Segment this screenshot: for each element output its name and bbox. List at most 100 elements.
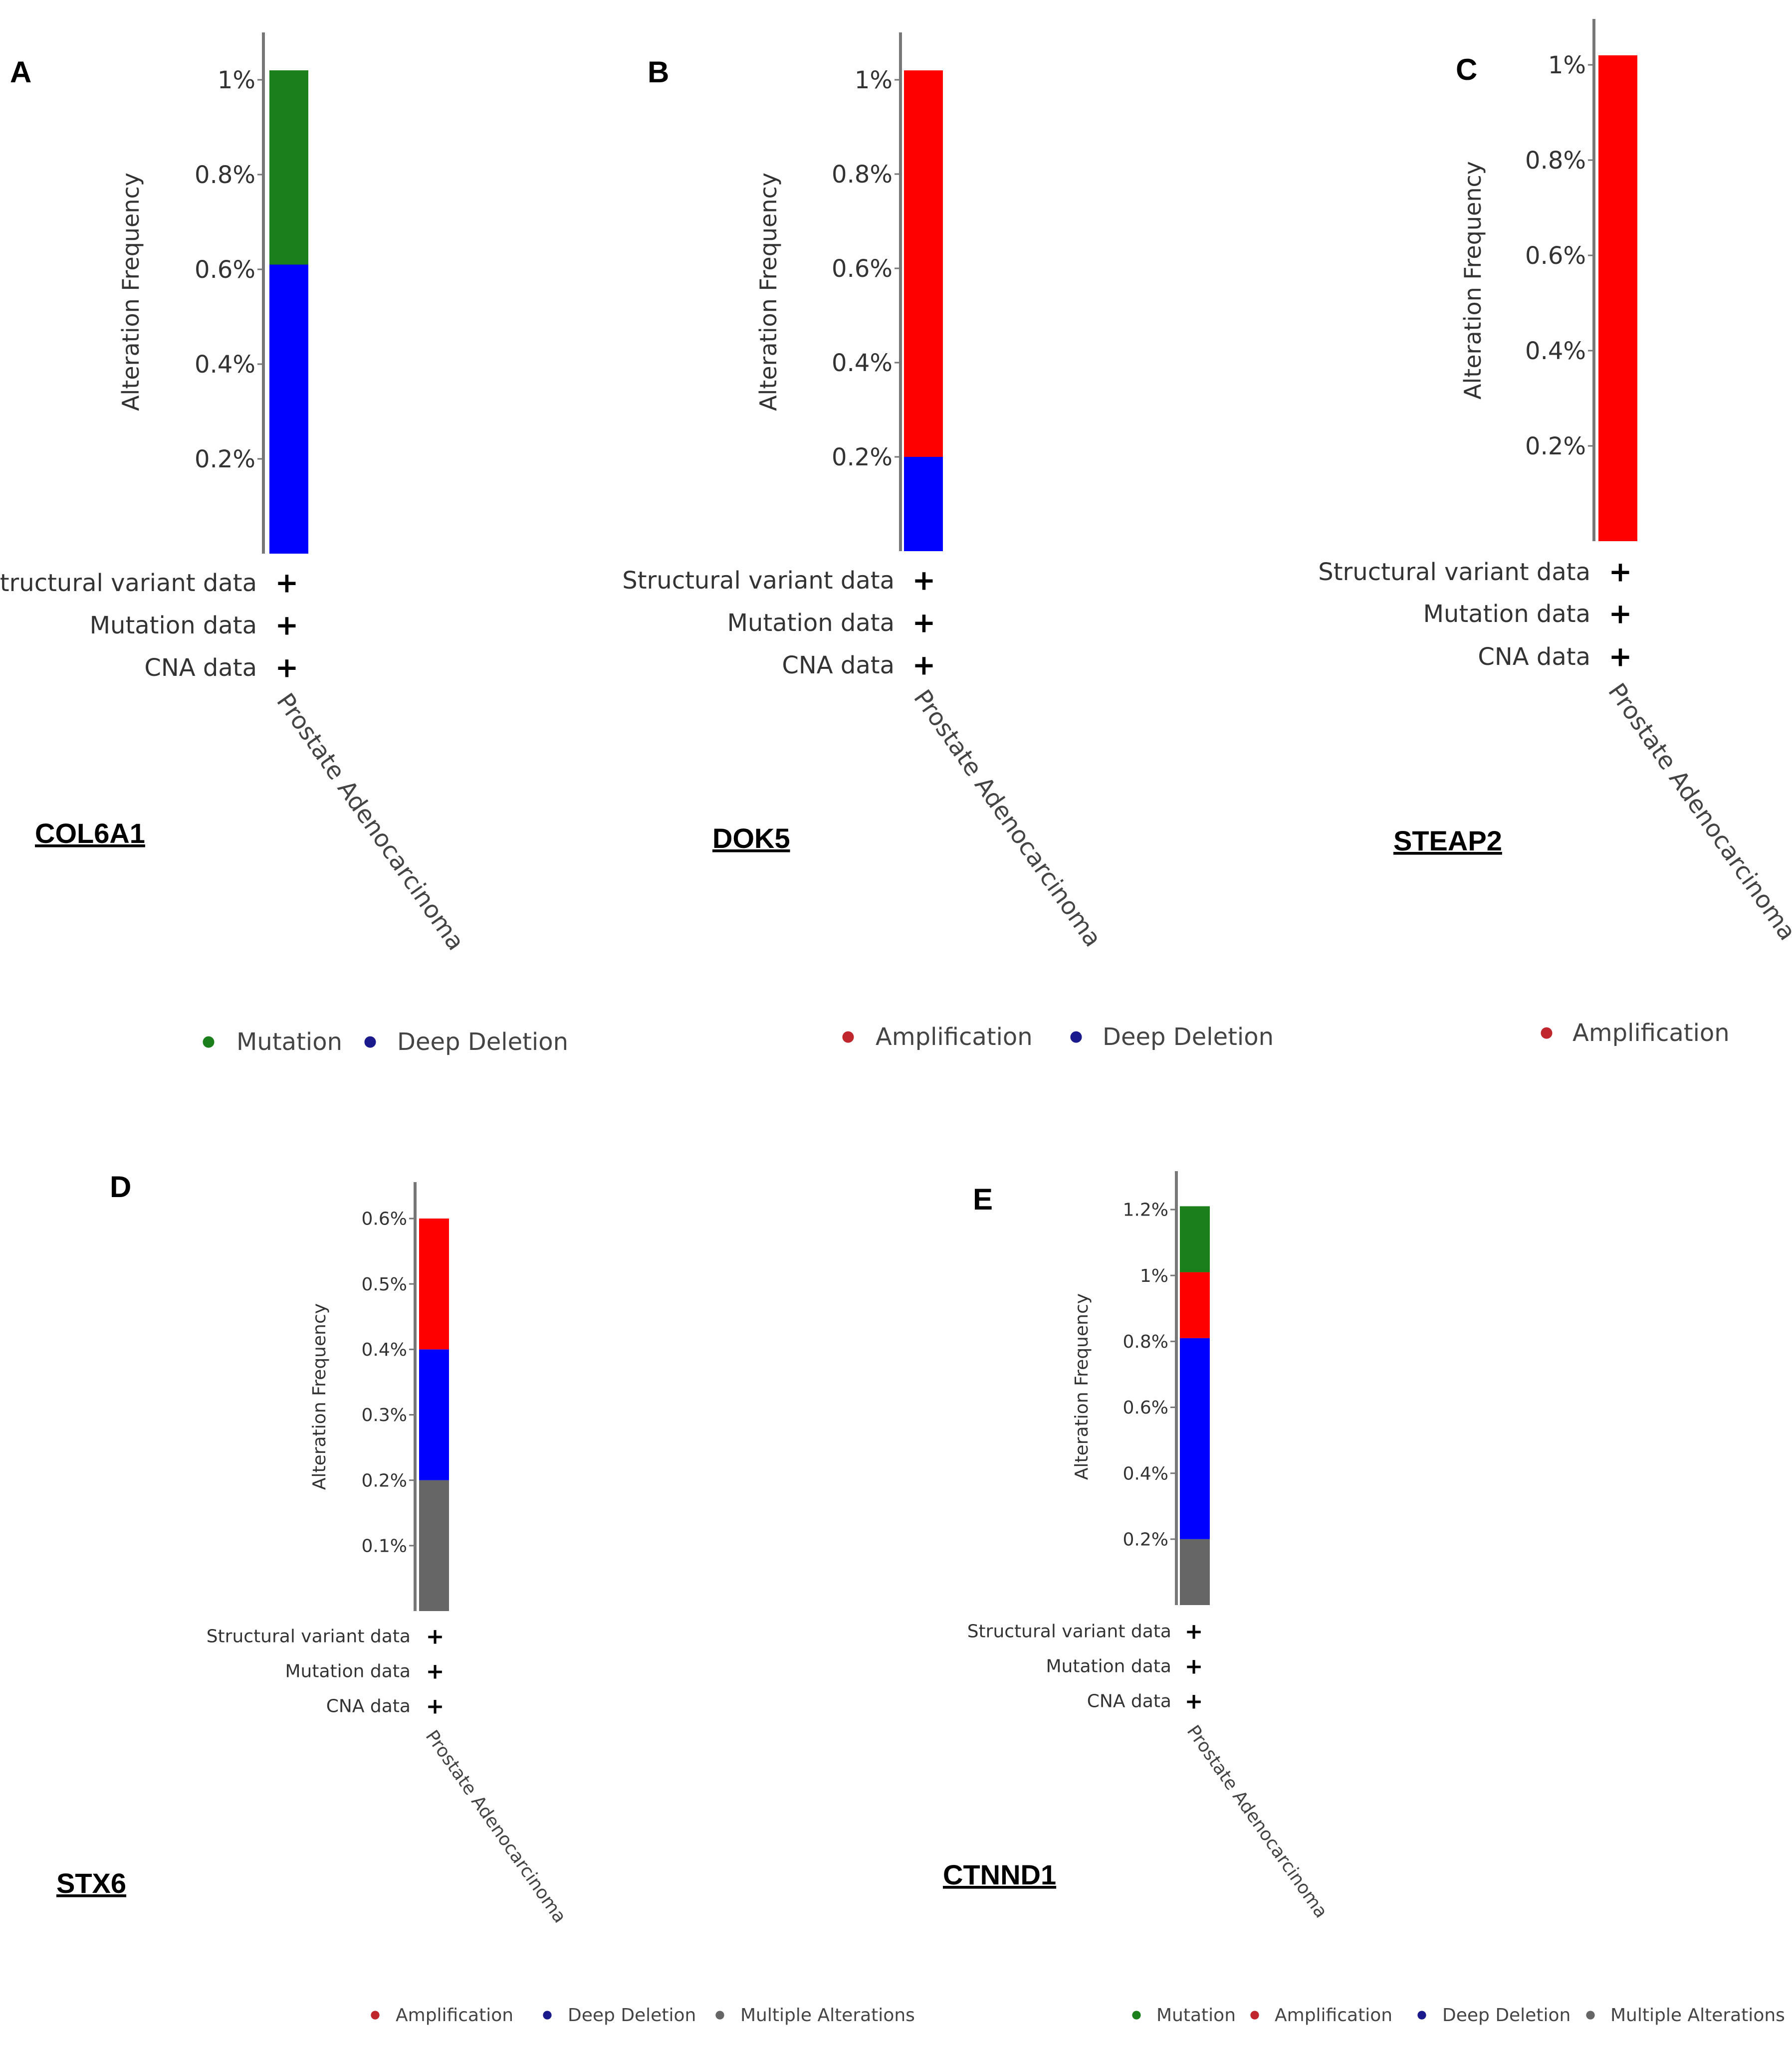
legend-label: Amplification bbox=[396, 2005, 513, 2026]
y-axis-title: Alteration Frequency bbox=[755, 173, 782, 411]
bar-segment-multiple-alterations bbox=[1180, 1539, 1210, 1605]
legend-marker-amplification bbox=[842, 1031, 854, 1043]
legend-marker-amplification bbox=[1541, 1027, 1553, 1039]
bar-segment-deep-deletion bbox=[269, 264, 308, 554]
legend-marker-mutation bbox=[203, 1036, 215, 1048]
gene-label-stx6: STX6 bbox=[56, 1867, 126, 1899]
bar-segment-mutation bbox=[1180, 1206, 1210, 1272]
data-row-label: CNA data bbox=[326, 1696, 411, 1717]
plus-icon: + bbox=[1609, 598, 1632, 630]
legend-marker-deep-deletion bbox=[543, 2011, 552, 2020]
y-tick-label: 1% bbox=[1548, 51, 1586, 79]
data-row-label: CNA data bbox=[144, 654, 257, 682]
legend-marker-mutation bbox=[1132, 2011, 1141, 2020]
data-row-label: Structural variant data bbox=[207, 1627, 411, 1647]
y-tick-label: 0.2% bbox=[1525, 432, 1586, 460]
plus-icon: + bbox=[275, 610, 299, 642]
bar-segment-amplification bbox=[419, 1219, 449, 1350]
plus-icon: + bbox=[1609, 641, 1632, 673]
bar-segment-deep-deletion bbox=[419, 1349, 449, 1480]
gene-label-ctnnd1: CTNND1 bbox=[943, 1859, 1056, 1890]
gene-label-dok5: DOK5 bbox=[712, 822, 790, 854]
legend-marker-multiple-alterations bbox=[1586, 2011, 1595, 2020]
x-category-label: Prostate Adenocarcinoma bbox=[1602, 678, 1792, 946]
legend-label: Multiple Alterations bbox=[740, 2005, 915, 2026]
data-row-label: Structural variant data bbox=[967, 1622, 1171, 1642]
y-tick-label: 1% bbox=[1140, 1266, 1168, 1286]
y-tick-label: 0.6% bbox=[832, 255, 893, 283]
legend-label: Amplification bbox=[876, 1023, 1033, 1051]
legend-marker-deep-deletion bbox=[1070, 1031, 1082, 1043]
legend-label: Mutation bbox=[1156, 2005, 1236, 2026]
plus-icon: + bbox=[1609, 556, 1632, 589]
y-tick-label: 0.4% bbox=[1525, 337, 1586, 365]
legend-label: Mutation bbox=[236, 1028, 342, 1056]
data-row-label: Mutation data bbox=[727, 609, 895, 637]
data-row-label: Mutation data bbox=[1046, 1656, 1171, 1677]
plus-icon: + bbox=[426, 1624, 445, 1649]
y-tick-label: 0.4% bbox=[195, 351, 255, 379]
plus-icon: + bbox=[426, 1693, 445, 1719]
plus-icon: + bbox=[912, 565, 936, 597]
y-tick-label: 0.2% bbox=[1123, 1529, 1168, 1550]
y-tick-label: 0.2% bbox=[195, 445, 255, 473]
y-tick-label: 0.8% bbox=[832, 161, 893, 189]
y-tick-label: 0.6% bbox=[1525, 242, 1586, 270]
y-tick-label: 0.4% bbox=[832, 349, 893, 377]
y-tick-label: 0.6% bbox=[195, 256, 255, 284]
data-row-label: Structural variant data bbox=[0, 569, 257, 597]
plus-icon: + bbox=[1185, 1619, 1203, 1644]
y-tick-label: 0.6% bbox=[362, 1209, 407, 1229]
legend-marker-deep-deletion bbox=[364, 1036, 376, 1048]
x-category-label: Prostate Adenocarcinoma bbox=[1183, 1722, 1332, 1922]
y-axis-title: Alteration Frequency bbox=[309, 1303, 330, 1490]
panel-letter-A: A bbox=[10, 55, 31, 89]
y-axis-title: Alteration Frequency bbox=[1459, 161, 1486, 400]
y-tick-label: 0.2% bbox=[832, 443, 893, 471]
bar-segment-mutation bbox=[269, 70, 308, 265]
plus-icon: + bbox=[275, 567, 299, 600]
y-tick-label: 0.8% bbox=[195, 161, 255, 189]
data-row-label: Structural variant data bbox=[622, 567, 895, 595]
legend-label: Deep Deletion bbox=[1103, 1023, 1274, 1051]
gene-label-col6a1: COL6A1 bbox=[35, 818, 145, 849]
y-tick-label: 1.2% bbox=[1123, 1200, 1168, 1221]
y-tick-label: 1% bbox=[218, 66, 255, 94]
data-row-label: CNA data bbox=[1478, 643, 1590, 671]
y-tick-label: 0.8% bbox=[1123, 1332, 1168, 1352]
legend-label: Deep Deletion bbox=[1442, 2005, 1570, 2026]
panel-letter-D: D bbox=[110, 1170, 131, 1204]
legend-label: Amplification bbox=[1275, 2005, 1392, 2026]
bar-segment-amplification bbox=[1598, 55, 1637, 541]
gene-label-steap2: STEAP2 bbox=[1393, 825, 1502, 856]
x-category-label: Prostate Adenocarcinoma bbox=[271, 688, 470, 956]
data-row-label: Mutation data bbox=[285, 1661, 411, 1682]
legend-label: Multiple Alterations bbox=[1610, 2005, 1785, 2026]
y-tick-label: 0.4% bbox=[362, 1340, 407, 1360]
plus-icon: + bbox=[912, 649, 936, 682]
y-tick-label: 0.4% bbox=[1123, 1463, 1168, 1484]
bar-segment-amplification bbox=[1180, 1272, 1210, 1338]
y-tick-label: 0.2% bbox=[362, 1470, 407, 1491]
bar-segment-deep-deletion bbox=[1180, 1338, 1210, 1539]
legend-label: Amplification bbox=[1572, 1019, 1730, 1047]
legend-marker-multiple-alterations bbox=[715, 2011, 724, 2020]
legend-marker-deep-deletion bbox=[1417, 2011, 1426, 2020]
bar-segment-amplification bbox=[904, 70, 943, 457]
y-tick-label: 0.5% bbox=[362, 1274, 407, 1295]
panel-letter-C: C bbox=[1456, 53, 1477, 86]
legend-label: Deep Deletion bbox=[397, 1028, 568, 1056]
y-axis-title: Alteration Frequency bbox=[1072, 1293, 1092, 1480]
plus-icon: + bbox=[1185, 1653, 1203, 1679]
data-row-label: Mutation data bbox=[1423, 600, 1590, 628]
data-row-label: CNA data bbox=[782, 651, 895, 679]
plus-icon: + bbox=[912, 607, 936, 639]
panel-letter-B: B bbox=[648, 55, 669, 89]
legend-marker-amplification bbox=[1250, 2011, 1259, 2020]
y-tick-label: 0.3% bbox=[362, 1405, 407, 1426]
y-tick-label: 0.6% bbox=[1123, 1398, 1168, 1418]
y-tick-label: 0.1% bbox=[362, 1536, 407, 1556]
data-row-label: CNA data bbox=[1087, 1691, 1171, 1712]
x-category-label: Prostate Adenocarcinoma bbox=[422, 1727, 570, 1927]
